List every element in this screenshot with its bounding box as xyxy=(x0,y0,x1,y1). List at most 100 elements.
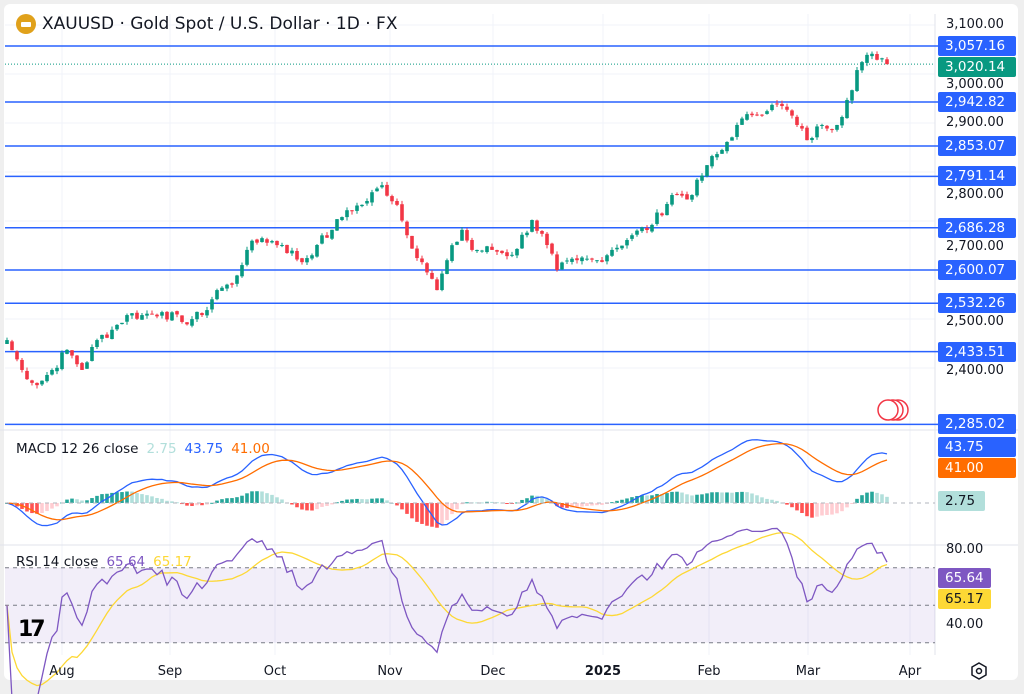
candle xyxy=(595,260,599,262)
macd-histogram-bar xyxy=(375,498,379,503)
macd-histogram-bar xyxy=(805,503,809,517)
macd-histogram-bar xyxy=(735,492,739,503)
candle xyxy=(265,239,269,243)
candle xyxy=(195,311,199,320)
candle xyxy=(610,249,614,256)
macd-histogram-bar xyxy=(825,503,829,515)
rsi-axis-80: 80.00 xyxy=(946,542,984,557)
macd-histogram-bar xyxy=(195,503,199,506)
macd-histogram-bar xyxy=(90,498,94,503)
candle xyxy=(710,156,714,167)
macd-histogram-bar xyxy=(665,493,669,503)
candle xyxy=(260,238,264,243)
macd-histogram-bar xyxy=(230,498,234,503)
macd-histogram-bar xyxy=(400,503,404,510)
candle xyxy=(255,239,259,243)
us-flag-event-icon[interactable] xyxy=(877,399,899,421)
candle xyxy=(540,230,544,234)
candle xyxy=(335,219,339,231)
macd-histogram-bar xyxy=(425,503,429,526)
candle xyxy=(560,262,564,270)
macd-histogram-bar xyxy=(355,498,359,503)
candle xyxy=(630,235,634,239)
macd-histogram-bar xyxy=(815,503,819,517)
macd-histogram-bar xyxy=(700,494,704,503)
candle xyxy=(360,204,364,207)
level-price-tag: 2,791.14 xyxy=(938,166,1016,187)
macd-histogram-bar xyxy=(865,492,869,503)
candle xyxy=(455,241,459,245)
time-axis-label: Apr xyxy=(898,664,922,679)
macd-value: 43.75 xyxy=(184,441,224,457)
macd-histogram-bar xyxy=(270,494,274,503)
candle xyxy=(495,250,499,252)
candle xyxy=(435,279,439,291)
macd-legend[interactable]: MACD 12 26 close 2.75 43.75 41.00 xyxy=(16,441,270,457)
candle xyxy=(220,287,224,291)
macd-histogram-bar xyxy=(685,494,689,503)
macd-histogram-bar xyxy=(580,503,584,507)
macd-histogram-bar xyxy=(30,503,34,514)
macd-histogram-bar xyxy=(130,491,134,503)
candle xyxy=(880,58,884,60)
macd-histogram-bar xyxy=(350,499,354,503)
macd-histogram-bar xyxy=(690,495,694,503)
macd-histogram-bar xyxy=(170,501,174,503)
candle xyxy=(505,252,509,257)
level-price-tag: 2,600.07 xyxy=(938,259,1016,280)
tradingview-logo[interactable]: 17 xyxy=(18,617,46,642)
candle xyxy=(485,246,489,253)
candle xyxy=(285,244,289,254)
settings-icon[interactable] xyxy=(970,662,988,680)
candle xyxy=(370,192,374,203)
candle xyxy=(100,334,104,339)
macd-histogram-bar xyxy=(490,501,494,503)
candle xyxy=(680,193,684,196)
candle xyxy=(825,125,829,129)
symbol-title[interactable]: XAUUSD · Gold Spot / U.S. Dollar · 1D · … xyxy=(16,14,397,34)
candle xyxy=(310,255,314,259)
time-axis-label: Oct xyxy=(263,664,287,679)
macd-histogram-bar xyxy=(240,495,244,503)
candle xyxy=(775,103,779,105)
macd-histogram-bar xyxy=(615,500,619,503)
rsi-value: 65.64 xyxy=(106,554,146,570)
candle xyxy=(465,230,469,241)
candle xyxy=(700,175,704,181)
price-axis-label: 3,100.00 xyxy=(946,17,1004,32)
candle xyxy=(240,265,244,277)
macd-histogram-bar xyxy=(385,500,389,503)
candle xyxy=(300,258,304,263)
macd-histogram-bar xyxy=(380,498,384,503)
macd-histogram-bar xyxy=(540,496,544,503)
candle xyxy=(585,258,589,260)
macd-histogram-bar xyxy=(800,503,804,514)
macd-histogram-bar xyxy=(100,494,104,503)
macd-histogram-bar xyxy=(340,500,344,503)
candle xyxy=(365,200,369,204)
macd-histogram-bar xyxy=(655,493,659,503)
level-price-tag: 3,057.16 xyxy=(938,35,1016,56)
candle xyxy=(25,370,29,380)
candle xyxy=(160,312,164,316)
macd-histogram-bar xyxy=(795,503,799,511)
macd-histogram-bar xyxy=(545,499,549,503)
candle xyxy=(405,221,409,236)
macd-histogram-bar xyxy=(705,493,709,503)
candle xyxy=(470,239,474,250)
macd-histogram-bar xyxy=(600,503,604,505)
candle xyxy=(685,194,689,200)
candle xyxy=(765,111,769,114)
candle xyxy=(175,311,179,315)
candle xyxy=(695,179,699,196)
rsi-legend[interactable]: RSI 14 close 65.64 65.17 xyxy=(16,554,192,570)
candle xyxy=(705,165,709,177)
macd-histogram-bar xyxy=(135,493,139,503)
candle xyxy=(35,382,39,386)
candle xyxy=(205,310,209,316)
current-price-tag: 3,020.14 xyxy=(938,57,1016,77)
time-axis-label: Nov xyxy=(377,664,403,679)
candle xyxy=(10,341,14,351)
candle xyxy=(525,232,529,236)
